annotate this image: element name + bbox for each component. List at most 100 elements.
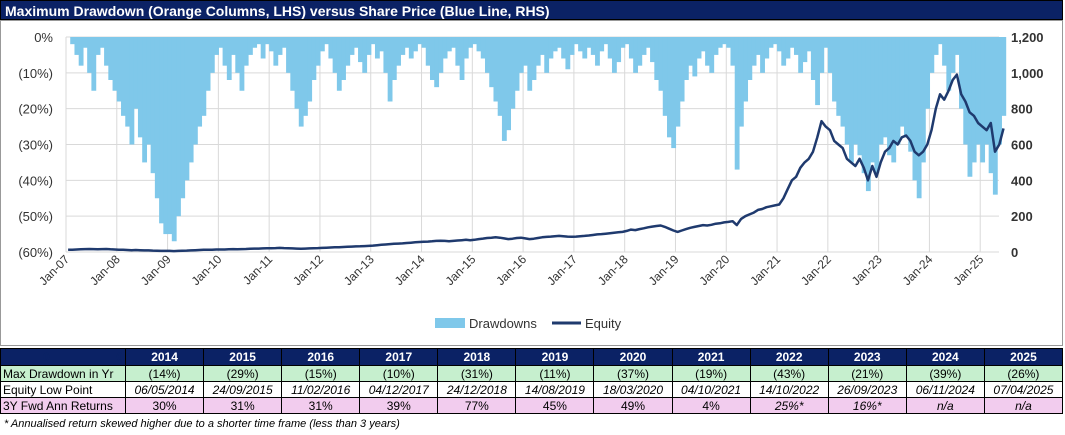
- drawdown-column: [595, 37, 600, 66]
- drawdown-column: [620, 37, 626, 48]
- drawdown-column: [590, 37, 596, 55]
- drawdown-column: [374, 37, 380, 59]
- drawdown-column: [404, 37, 410, 48]
- legend-drawdowns-swatch: [435, 318, 465, 328]
- drawdown-column: [882, 37, 888, 138]
- x-tick-label: Jan-13: [341, 252, 377, 288]
- drawdown-column: [205, 37, 211, 91]
- drawdown-column: [946, 37, 952, 91]
- drawdown-column: [637, 37, 643, 66]
- table-cell: 14/10/2022: [749, 381, 829, 398]
- drawdown-column: [815, 37, 820, 106]
- drawdown-column: [937, 37, 943, 45]
- table-cell: 4%: [671, 397, 751, 414]
- y-left-tick-label: (20%): [18, 102, 53, 117]
- drawdown-column: [662, 37, 668, 116]
- drawdown-column: [768, 37, 774, 48]
- drawdown-column: [379, 37, 385, 52]
- drawdown-column: [531, 37, 537, 80]
- drawdown-column: [760, 37, 765, 73]
- y-left-tick-label: (60%): [18, 245, 53, 260]
- drawdown-column: [971, 37, 977, 163]
- drawdown-column: [789, 37, 795, 48]
- drawdown-column: [954, 37, 960, 55]
- table-cell: (10%): [359, 365, 439, 382]
- drawdown-column: [256, 37, 262, 45]
- drawdown-column: [840, 37, 846, 127]
- drawdown-column: [197, 37, 203, 127]
- drawdown-column: [823, 37, 829, 48]
- drawdown-column: [459, 37, 465, 80]
- drawdown-column: [793, 37, 799, 55]
- table-row-max-drawdown: Max Drawdown in Yr (14%) (29%) (15%) (10%) (3…: [0, 365, 1064, 382]
- y-right-tick-label: 800: [1011, 102, 1033, 117]
- table-header-row: 0 0 2014 2015 2016 2017 2018 2019 2020 2021 2022…: [0, 348, 1064, 366]
- table-cell: n/a: [905, 397, 985, 414]
- header-blank: 0 0: [0, 348, 126, 366]
- drawdown-column: [832, 37, 837, 102]
- drawdown-column: [827, 37, 833, 73]
- x-tick-label: Jan-12: [290, 252, 326, 288]
- table-cell: (19%): [671, 365, 751, 382]
- drawdown-column: [908, 37, 914, 152]
- drawdown-column: [523, 37, 528, 66]
- drawdown-column: [104, 37, 109, 66]
- drawdown-column: [252, 37, 258, 48]
- legend-equity-label: Equity: [585, 316, 622, 331]
- drawdown-column: [260, 37, 266, 59]
- drawdown-column: [455, 37, 461, 66]
- drawdown-column: [281, 37, 287, 48]
- drawdown-column: [472, 37, 478, 45]
- drawdown-column: [654, 37, 660, 80]
- year-header: 2014: [124, 348, 205, 366]
- drawdown-column: [315, 37, 321, 66]
- drawdown-column: [434, 37, 440, 88]
- table-cell: (26%): [983, 365, 1064, 382]
- year-header: 2015: [203, 348, 283, 366]
- drawdown-column: [556, 37, 562, 48]
- drawdown-column: [91, 37, 97, 91]
- table-cell: 04/12/2017: [359, 381, 439, 398]
- drawdown-column: [895, 37, 901, 145]
- drawdown-column: [413, 37, 418, 52]
- drawdown-column: [578, 37, 583, 52]
- x-tick-label: Jan-18: [595, 252, 631, 288]
- drawdown-column: [133, 37, 139, 109]
- y-right-tick-label: 600: [1011, 138, 1033, 153]
- table-cell: 31%: [281, 397, 361, 414]
- drawdown-column: [959, 37, 964, 109]
- drawdown-column: [180, 37, 186, 199]
- x-tick-label: Jan-17: [544, 252, 580, 288]
- drawdown-column: [658, 37, 664, 91]
- drawdown-column: [319, 37, 325, 52]
- drawdown-column: [933, 37, 939, 55]
- drawdown-column: [755, 37, 761, 55]
- table-cell: (37%): [593, 365, 673, 382]
- x-tick-label: Jan-10: [189, 252, 225, 288]
- table-cell: 04/10/2021: [671, 381, 751, 398]
- drawdown-column: [231, 37, 236, 55]
- row-label: Equity Low Point: [0, 381, 126, 398]
- x-tick-label: Jan-22: [798, 252, 834, 288]
- drawdown-column: [963, 37, 969, 145]
- drawdown-column: [408, 37, 414, 59]
- y-left-tick-label: (50%): [18, 209, 53, 224]
- drawdown-column: [764, 37, 770, 59]
- drawdown-column: [569, 37, 575, 55]
- drawdown-column: [154, 37, 160, 199]
- table-cell: 45%: [515, 397, 595, 414]
- drawdown-column: [535, 37, 541, 66]
- y-right-tick-label: 1,000: [1011, 66, 1044, 81]
- drawdown-column: [984, 37, 990, 145]
- drawdown-column: [353, 37, 359, 48]
- drawdown-column: [70, 37, 76, 45]
- drawdown-column: [624, 37, 630, 45]
- drawdown-column: [247, 37, 253, 55]
- table-cell: 31%: [203, 397, 283, 414]
- x-tick-label: Jan-24: [900, 252, 936, 288]
- table-cell: (43%): [749, 365, 829, 382]
- drawdown-column: [527, 37, 533, 91]
- drawdown-column: [781, 37, 787, 66]
- drawdown-column: [887, 37, 892, 156]
- drawdown-column: [438, 37, 444, 73]
